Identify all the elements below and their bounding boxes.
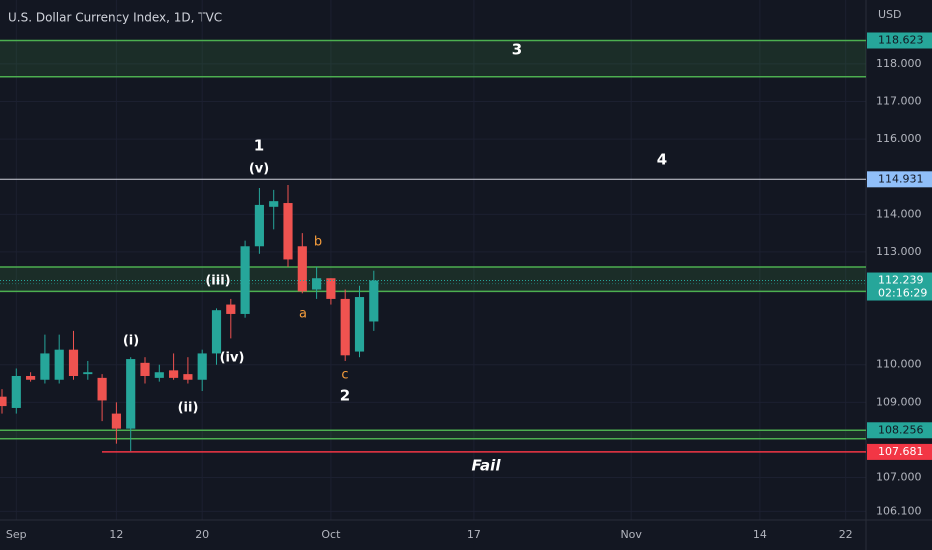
candle-body <box>354 297 365 352</box>
y-tick-label: 116.000 <box>876 132 922 145</box>
annotation: (ii) <box>178 401 199 416</box>
price-badge-text: 118.623 <box>878 33 924 46</box>
y-tick-label: 110.000 <box>876 358 922 371</box>
candle-body <box>197 353 207 380</box>
annotation: (iii) <box>205 274 230 289</box>
candle-body <box>154 372 164 378</box>
x-tick-label: 12 <box>109 528 123 541</box>
candle-body <box>240 246 250 314</box>
candle-body <box>183 374 193 380</box>
chart-title: U.S. Dollar Currency Index, 1D, TVC <box>8 11 222 25</box>
candle-body <box>297 246 307 292</box>
candle-body <box>340 298 350 356</box>
price-badge <box>867 32 932 49</box>
y-tick-label: 118.000 <box>876 57 922 70</box>
x-tick-label: Oct <box>321 528 341 541</box>
candle-body <box>11 375 21 408</box>
y-tick-label: 107.000 <box>876 471 922 484</box>
candle-body <box>83 372 93 375</box>
candle-body <box>26 375 36 380</box>
candle-body <box>54 349 64 380</box>
candle-body <box>0 396 7 407</box>
candle-body <box>269 201 279 207</box>
y-tick-label: 106.100 <box>876 504 922 517</box>
annotation: (iv) <box>220 351 245 366</box>
candle-body <box>226 304 236 314</box>
zone <box>0 266 866 292</box>
annotation: a <box>299 307 307 322</box>
x-tick-label: 17 <box>467 528 481 541</box>
currency-label: USD <box>878 8 902 21</box>
candle-body <box>68 349 79 376</box>
candle-body <box>140 362 150 376</box>
annotation: 2 <box>340 387 350 405</box>
annotation: c <box>341 368 348 383</box>
zone <box>0 40 866 77</box>
last-price-badge-text: 112.239 <box>878 274 924 287</box>
price-badge-text: 107.681 <box>878 445 924 458</box>
x-tick-label: Nov <box>620 528 642 541</box>
annotation: 3 <box>512 41 522 59</box>
candle-body <box>283 203 293 260</box>
price-badge <box>867 171 932 188</box>
y-tick-label: 114.000 <box>876 207 922 220</box>
price-badge-text: 108.256 <box>878 423 924 436</box>
annotation: (v) <box>249 162 269 177</box>
candle-body <box>254 204 264 247</box>
y-tick-label: 113.000 <box>876 245 922 258</box>
annotation: b <box>314 235 322 250</box>
price-badge <box>867 422 932 439</box>
candle-body <box>40 353 50 380</box>
countdown: 02:16:29 <box>878 287 927 300</box>
annotation: 4 <box>657 151 667 169</box>
candle-body <box>126 359 136 429</box>
x-tick-label: 14 <box>753 528 767 541</box>
x-tick-label: 22 <box>839 528 853 541</box>
candle-body <box>326 278 336 299</box>
candle-body <box>211 310 222 354</box>
zone <box>0 430 866 439</box>
candle-body <box>97 377 107 401</box>
candle-body <box>312 278 322 290</box>
price-badge <box>867 443 932 460</box>
y-tick-label: 109.000 <box>876 395 922 408</box>
x-tick-label: Sep <box>6 528 27 541</box>
candle-body <box>169 370 179 378</box>
last-price-badge <box>867 272 932 301</box>
y-tick-label: 117.000 <box>876 95 922 108</box>
candle-body <box>111 413 121 429</box>
x-tick-label: 20 <box>195 528 209 541</box>
annotation: Fail <box>472 457 502 475</box>
annotation: (i) <box>123 334 139 349</box>
annotation: 1 <box>254 137 264 155</box>
candle-body <box>369 280 379 322</box>
price-badge-text: 114.931 <box>878 172 924 185</box>
